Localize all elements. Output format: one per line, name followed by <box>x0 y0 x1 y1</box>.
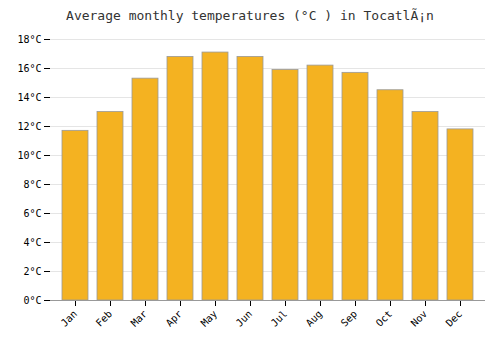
svg-text:8°C: 8°C <box>23 179 41 190</box>
svg-text:12°C: 12°C <box>17 121 41 132</box>
svg-text:Aug: Aug <box>304 308 325 329</box>
svg-text:4°C: 4°C <box>23 237 41 248</box>
html-text:Average monthly temperatures (: Average monthly temperatures (°C ) in To… <box>66 8 434 23</box>
svg-text:Jul: Jul <box>269 308 290 329</box>
svg-text:10°C: 10°C <box>17 150 41 161</box>
svg-text:Dec: Dec <box>444 308 465 329</box>
svg-text:Apr: Apr <box>164 308 185 329</box>
svg-text:14°C: 14°C <box>17 92 41 103</box>
svg-text:Nov: Nov <box>409 308 430 329</box>
svg-text:Sep: Sep <box>339 308 360 329</box>
svg-text:18°C: 18°C <box>17 34 41 45</box>
svg-text:6°C: 6°C <box>23 208 41 219</box>
svg-text:Jan: Jan <box>59 308 80 329</box>
svg-text:Feb: Feb <box>94 308 115 329</box>
svg-text:May: May <box>199 308 220 329</box>
svg-text:Oct: Oct <box>374 308 395 329</box>
svg-text:Jun: Jun <box>234 308 255 329</box>
svg-text:16°C: 16°C <box>17 63 41 74</box>
svg-text:2°C: 2°C <box>23 266 41 277</box>
svg-text:0°C: 0°C <box>23 295 41 306</box>
svg-text:Mar: Mar <box>129 308 150 329</box>
